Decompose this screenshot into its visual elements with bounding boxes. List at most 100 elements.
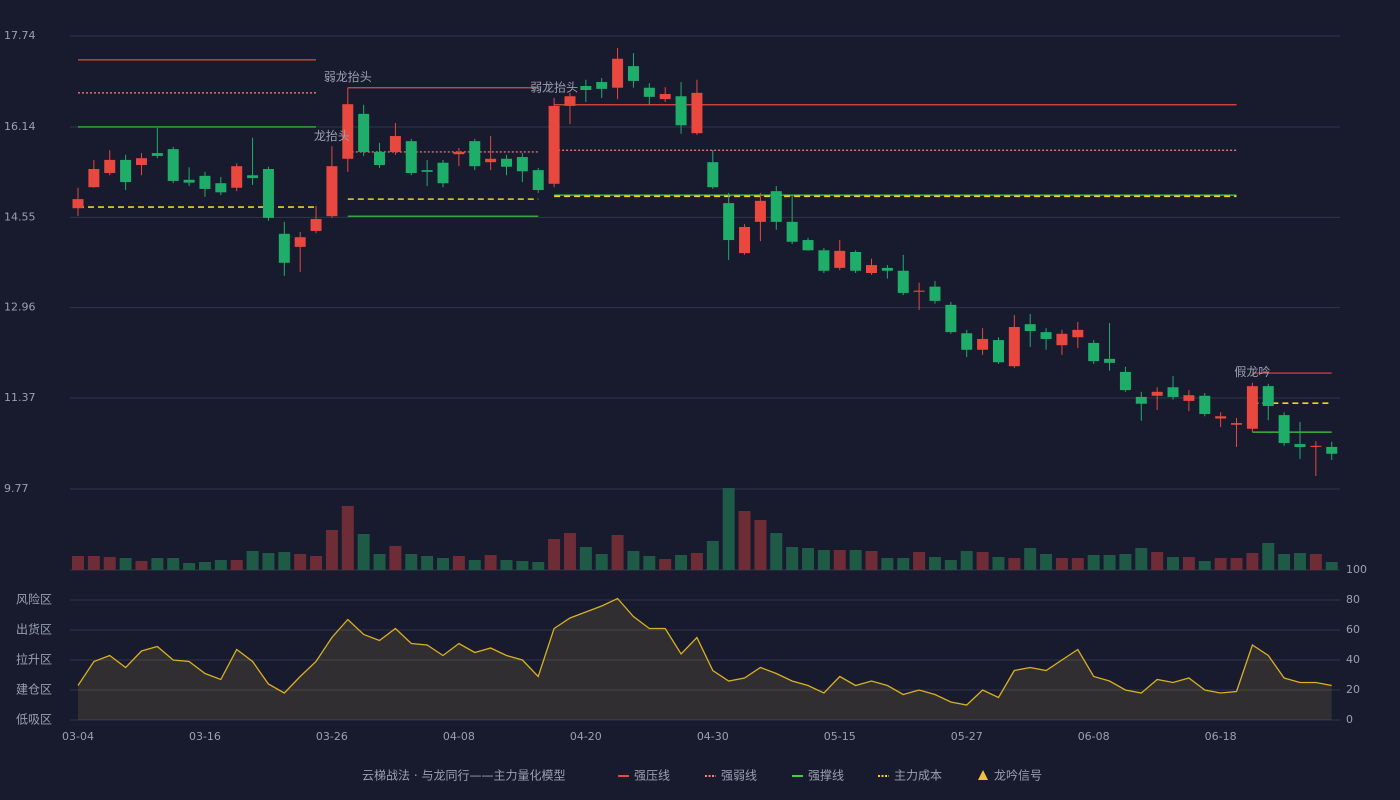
candle-body xyxy=(262,169,274,218)
volume-bar xyxy=(135,561,148,570)
volume-bar xyxy=(738,511,751,570)
candle-body xyxy=(453,151,465,155)
candle-body xyxy=(469,141,481,167)
volume-bar xyxy=(786,547,799,570)
candle-body xyxy=(215,183,227,193)
volume-bar xyxy=(373,554,386,570)
candle-body xyxy=(1310,445,1322,447)
candle-body xyxy=(389,136,401,152)
x-tick-label: 04-08 xyxy=(443,730,475,743)
candle-body xyxy=(913,290,925,292)
candle-body xyxy=(1119,371,1131,391)
volume-bar xyxy=(500,560,513,570)
candle-body xyxy=(151,153,163,156)
candle-body xyxy=(659,93,671,100)
volume-bar xyxy=(897,558,910,570)
candle-body xyxy=(358,113,370,152)
candle-body xyxy=(437,162,449,184)
volume-bar xyxy=(1262,543,1275,570)
legend-label: 强撑线 xyxy=(808,768,844,783)
annotation: 龙抬头 xyxy=(314,129,350,143)
candle-body xyxy=(707,162,719,188)
y-tick-label: 17.74 xyxy=(4,29,36,42)
osc-line xyxy=(77,597,1332,706)
volume-bar xyxy=(627,551,640,570)
volume-bar xyxy=(72,556,84,570)
candle-body xyxy=(1024,324,1036,331)
volume-bar xyxy=(770,533,783,570)
candle-body xyxy=(992,340,1004,363)
osc-tick-label: 0 xyxy=(1346,713,1353,726)
candle-body xyxy=(580,86,592,90)
candle-body xyxy=(1167,387,1179,397)
candle-body xyxy=(247,175,259,179)
volume-bar xyxy=(1198,561,1211,570)
volume-bar xyxy=(87,556,100,570)
volume-bar xyxy=(310,556,323,570)
candle-body xyxy=(1231,423,1243,425)
legend-label: 主力成本 xyxy=(894,769,942,783)
volume-bar xyxy=(421,556,434,570)
volume-bar xyxy=(675,555,688,570)
candle-body xyxy=(961,333,973,350)
candle-body xyxy=(739,226,751,254)
volume-bar xyxy=(563,533,576,570)
volume-bar xyxy=(1119,554,1132,570)
candle-body xyxy=(326,166,338,217)
zone-label: 风险区 xyxy=(16,592,52,607)
zone-label: 低吸区 xyxy=(16,713,52,727)
zone-label: 拉升区 xyxy=(16,652,52,667)
x-tick-label: 05-27 xyxy=(951,730,983,743)
candle-body xyxy=(183,179,195,183)
candle-body xyxy=(532,170,544,191)
candle-body xyxy=(278,233,290,263)
volume-bar xyxy=(992,557,1005,570)
candle-body xyxy=(786,221,798,242)
volume-bar xyxy=(1055,558,1068,570)
volume-bar xyxy=(1182,557,1195,570)
osc-tick-label: 60 xyxy=(1346,623,1360,636)
candle-body xyxy=(120,159,132,183)
candle-body xyxy=(1215,416,1227,419)
volume-bar xyxy=(278,552,291,570)
volume-bar xyxy=(643,556,656,570)
y-tick-label: 16.14 xyxy=(4,120,36,133)
candle-body xyxy=(1104,358,1116,363)
volume-bar xyxy=(595,554,608,570)
candle-body xyxy=(1135,396,1147,404)
volume-bar xyxy=(230,560,243,570)
osc-area xyxy=(78,598,1332,720)
annotation: 假龙吟 xyxy=(1234,364,1270,379)
volume-bar xyxy=(405,554,418,570)
volume-bar xyxy=(802,548,815,570)
volume-bar xyxy=(484,555,497,570)
annotation: 弱龙抬头 xyxy=(530,80,578,94)
volume-bar xyxy=(214,560,227,570)
candle-body xyxy=(294,237,306,247)
candle-body xyxy=(977,338,989,350)
osc-tick-label: 20 xyxy=(1346,683,1360,696)
volume-bar xyxy=(1135,548,1148,570)
volume-bar xyxy=(151,558,164,570)
volume-bar xyxy=(325,530,338,570)
candle-body xyxy=(1088,342,1100,362)
x-tick-label: 03-04 xyxy=(62,730,94,743)
candle-body xyxy=(199,175,211,189)
annotation: 弱龙抬头 xyxy=(324,70,372,84)
candle-body xyxy=(723,203,735,241)
candle-body xyxy=(612,58,624,88)
candle-body xyxy=(88,169,100,188)
volume-bar xyxy=(262,553,275,570)
candle-body xyxy=(627,66,639,81)
candle-body xyxy=(802,240,814,251)
legend-label: 强弱线 xyxy=(721,769,757,783)
volume-bar xyxy=(389,546,402,570)
volume-bar xyxy=(1071,558,1084,570)
y-tick-label: 11.37 xyxy=(4,391,36,404)
candle-body xyxy=(104,159,116,173)
x-tick-label: 06-08 xyxy=(1078,730,1110,743)
x-tick-label: 03-16 xyxy=(189,730,221,743)
candle-body xyxy=(945,304,957,333)
